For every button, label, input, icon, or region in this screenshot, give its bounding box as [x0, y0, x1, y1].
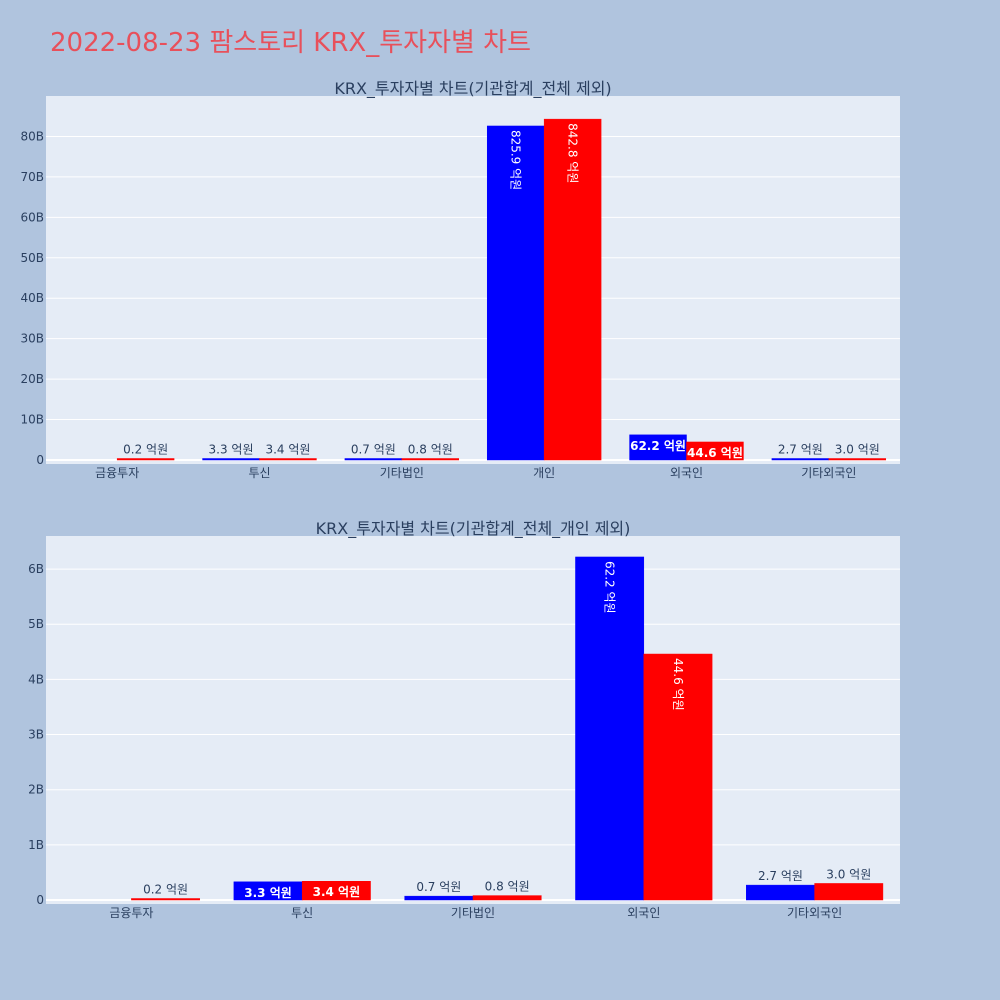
- data-label: 842.8 억원: [566, 123, 580, 183]
- y-tick-label: 40B: [20, 291, 44, 305]
- bar: [543, 118, 602, 461]
- bar: [259, 458, 317, 461]
- y-tick-label: 3B: [28, 728, 44, 742]
- investor-chart-top: 0 10B 20B 30B 40B 50B 60B 70B 80B KRX_투자자별 차트(기관합…: [20, 79, 900, 480]
- bar: [202, 458, 260, 461]
- data-label: 62.2 억원: [603, 561, 617, 614]
- x-tick-label: 기타외국인: [787, 906, 842, 920]
- data-label: 3.4 억원: [265, 443, 310, 457]
- bar: [344, 458, 403, 461]
- x-tick-label: 기타법인: [380, 466, 424, 480]
- investor-chart-bottom: 0 1B 2B 3B 4B 5B 6B KRX_투자자별 차트(기관합계_전체_개인 제외) 금…: [28, 519, 900, 920]
- x-tick-label: 금융투자: [109, 906, 153, 920]
- data-label: 0.7 억원: [416, 880, 461, 894]
- x-tick-label: 외국인: [627, 906, 660, 920]
- data-label: 3.4 억원: [313, 885, 361, 899]
- data-label: 0.8 억원: [485, 880, 530, 894]
- y-tick-label: 70B: [20, 170, 44, 184]
- bar: [771, 458, 830, 461]
- data-label: 3.0 억원: [826, 867, 871, 881]
- bar: [486, 125, 545, 461]
- y-tick-label: 1B: [28, 838, 44, 852]
- data-label: 3.3 억원: [244, 886, 292, 900]
- plot-area: [46, 536, 900, 904]
- data-label: 2.7 억원: [778, 443, 823, 457]
- y-tick-label: 60B: [20, 210, 44, 224]
- bar: [301, 880, 371, 901]
- y-tick-label: 5B: [28, 617, 44, 631]
- chart-title: KRX_투자자별 차트(기관합계_전체_개인 제외): [316, 519, 631, 539]
- page-title: 2022-08-23 팜스토리 KRX_투자자별 차트: [50, 28, 532, 58]
- x-tick-label: 투신: [291, 906, 313, 920]
- bar: [686, 441, 744, 461]
- data-label: 44.6 억원: [671, 658, 685, 711]
- data-label: 0.7 억원: [351, 443, 396, 457]
- bar: [401, 458, 460, 461]
- plot-area: [46, 96, 900, 464]
- bar: [575, 556, 645, 901]
- data-label: 2.7 억원: [758, 869, 803, 883]
- y-tick-label: 6B: [28, 562, 44, 576]
- data-label: 0.2 억원: [123, 443, 168, 457]
- x-tick-label: 투신: [248, 466, 270, 480]
- x-tick-label: 개인: [533, 466, 555, 480]
- y-tick-label: 4B: [28, 672, 44, 686]
- bar: [116, 458, 175, 461]
- x-tick-label: 금융투자: [95, 466, 139, 480]
- x-tick-label: 기타법인: [451, 906, 495, 920]
- data-label: 62.2 억원: [630, 439, 686, 453]
- bar: [472, 895, 542, 901]
- bar: [746, 884, 815, 901]
- bar: [131, 898, 200, 901]
- bar: [828, 458, 887, 461]
- bar: [643, 653, 713, 901]
- data-label: 825.9 억원: [509, 130, 523, 190]
- y-tick-label: 50B: [20, 251, 44, 265]
- bar: [814, 883, 884, 901]
- data-label: 3.3 억원: [209, 443, 254, 457]
- bar: [629, 434, 687, 461]
- y-tick-label: 0: [36, 453, 44, 467]
- data-label: 3.0 억원: [835, 443, 880, 457]
- y-tick-label: 30B: [20, 332, 44, 346]
- data-label: 0.2 억원: [143, 883, 188, 897]
- x-tick-label: 기타외국인: [801, 466, 856, 480]
- bar: [404, 895, 474, 901]
- x-tick-label: 외국인: [670, 466, 703, 480]
- y-tick-label: 10B: [20, 413, 44, 427]
- y-tick-label: 20B: [20, 372, 44, 386]
- y-tick-label: 0: [36, 893, 44, 907]
- chart-title: KRX_투자자별 차트(기관합계_전체 제외): [334, 79, 611, 99]
- y-tick-label: 80B: [20, 129, 44, 143]
- data-label: 0.8 억원: [408, 443, 453, 457]
- data-label: 44.6 억원: [687, 446, 743, 460]
- y-tick-label: 2B: [28, 783, 44, 797]
